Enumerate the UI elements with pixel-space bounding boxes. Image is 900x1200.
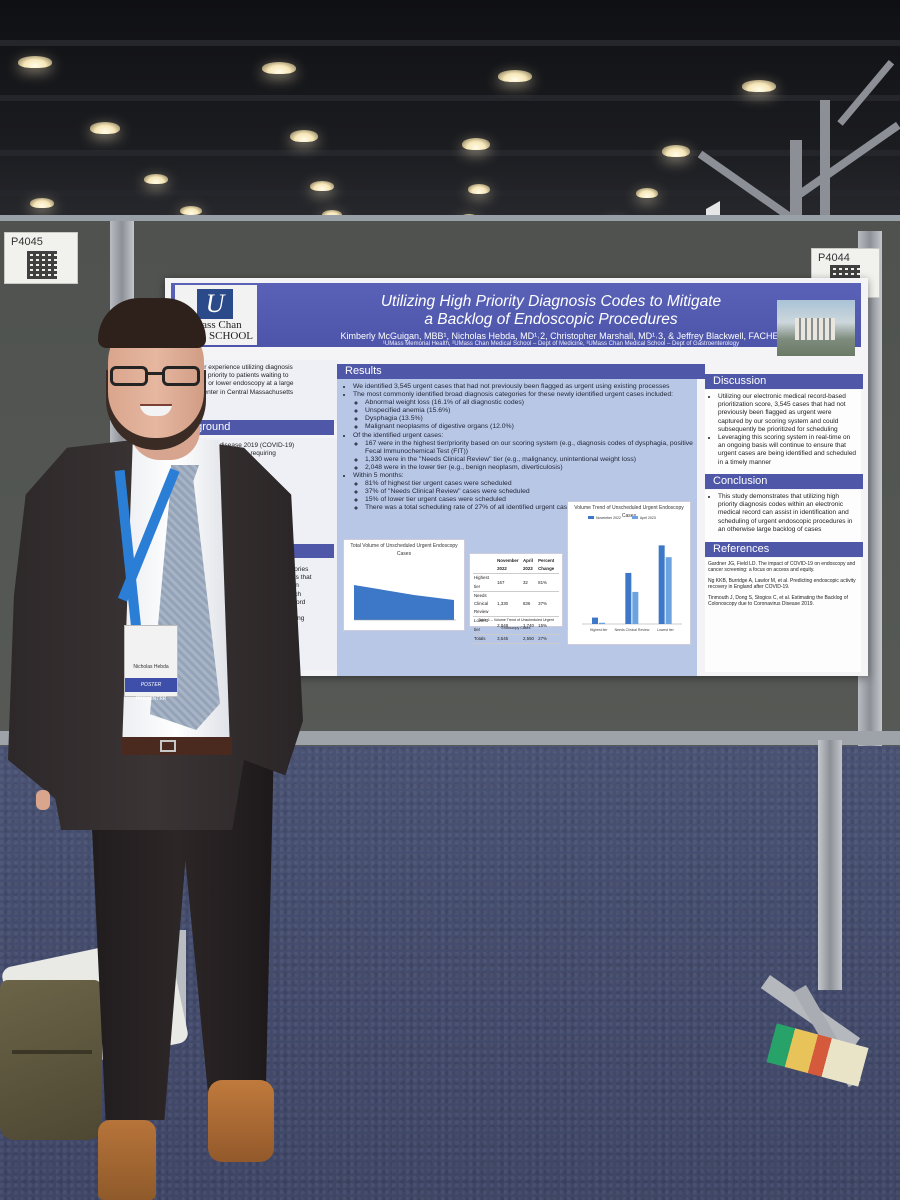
poster-text-line: ests that bbox=[287, 574, 312, 582]
table-cell: Highest tier bbox=[473, 573, 497, 592]
legend-swatch bbox=[588, 516, 594, 519]
table-cell: Lowest tier bbox=[473, 616, 497, 635]
ceiling-light-icon bbox=[742, 80, 776, 92]
ceiling-light-icon bbox=[498, 70, 532, 82]
legend-swatch bbox=[632, 516, 638, 519]
bar bbox=[599, 622, 605, 624]
x-tick-label: Lowest tier bbox=[657, 628, 675, 632]
table-row: Highest tier 167 32 81% bbox=[473, 573, 559, 592]
references-heading: References bbox=[705, 542, 863, 557]
table-cell: 1,740 bbox=[521, 616, 538, 635]
ceiling-light-icon bbox=[310, 181, 334, 191]
results-panel: We identified 3,545 urgent cases that ha… bbox=[337, 379, 697, 676]
poster-affiliations: ¹UMass Memorial Health, ²UMass Chan Medi… bbox=[382, 341, 740, 347]
bar-chart: Volume Trend of Unscheduled Urgent Endos… bbox=[567, 501, 691, 645]
legend-label: November 2022 bbox=[596, 516, 621, 520]
poster-title: Utilizing High Priority Diagnosis Codes … bbox=[380, 293, 722, 328]
person-hair bbox=[98, 298, 206, 348]
table-cell: 32 bbox=[521, 573, 538, 592]
bar bbox=[625, 572, 632, 624]
poster-text-line: port on our experience utilizing diagnos… bbox=[175, 364, 293, 371]
campus-photo bbox=[777, 300, 855, 356]
table-cell: 27% bbox=[537, 634, 559, 645]
ceiling-light-icon bbox=[662, 145, 690, 157]
poster-text-line: egories bbox=[287, 566, 309, 573]
bar bbox=[592, 617, 598, 624]
person-hand bbox=[36, 790, 50, 810]
ceiling-light-icon bbox=[468, 184, 490, 194]
conclusion-heading: Conclusion bbox=[705, 474, 863, 489]
table-cell: 3,545 bbox=[496, 634, 522, 645]
ceiling-light-icon bbox=[30, 198, 54, 208]
x-tick-label: Needs Clinical Review bbox=[615, 628, 650, 632]
table-cell: 81% bbox=[537, 573, 559, 592]
table-cell: November 2022 bbox=[496, 557, 522, 575]
table-cell: 167 bbox=[496, 573, 522, 592]
ceiling-light-icon bbox=[144, 174, 168, 184]
x-tick-label: Highest tier bbox=[590, 628, 609, 632]
ceiling-light-icon bbox=[290, 130, 318, 142]
table-cell: 2,048 bbox=[496, 616, 522, 635]
bar bbox=[632, 591, 639, 624]
board-stand bbox=[818, 740, 842, 990]
person-shoe bbox=[208, 1080, 274, 1162]
poster-text-line: ergo upper or lower endoscopy at a large bbox=[175, 380, 294, 388]
table-cell: April 2023 bbox=[521, 557, 538, 575]
poster-authors: Kimberly McGuigan, MBB¹, Nicholas Hebda,… bbox=[340, 331, 782, 341]
ceiling-light-icon bbox=[18, 56, 52, 68]
table-row: Totals 3,545 2,550 27% bbox=[473, 634, 559, 645]
person-belt bbox=[122, 737, 232, 755]
legend-label: April 2023 bbox=[640, 516, 656, 520]
table-cell: 2,550 bbox=[521, 634, 538, 645]
table-cell: 1,330 bbox=[496, 591, 522, 618]
tote-bag bbox=[0, 980, 102, 1140]
table-row: Needs Clinical Review 1,330 836 37% bbox=[473, 591, 559, 618]
person-mouth bbox=[140, 404, 172, 416]
bar bbox=[658, 545, 665, 624]
area-chart: Total Volume of Unscheduled Urgent Endos… bbox=[343, 539, 465, 631]
bar bbox=[665, 557, 672, 624]
poster-text-line: ary care center in Central Massachusetts bbox=[175, 388, 294, 396]
ceiling-light-icon bbox=[262, 62, 296, 74]
references-panel: Gardner JG, Field LD. The impact of COVI… bbox=[705, 558, 861, 672]
table-cell: Needs Clinical Review bbox=[473, 591, 497, 618]
ceiling-light-icon bbox=[180, 206, 202, 215]
discussion-heading: Discussion bbox=[705, 374, 863, 389]
table-cell: 15% bbox=[537, 616, 559, 635]
ceiling bbox=[0, 0, 900, 244]
ceiling-light-icon bbox=[636, 188, 658, 198]
table-row: November 2022 April 2023 Percent Change bbox=[473, 557, 559, 575]
poster-text-line: s to assign priority to patients waiting… bbox=[175, 372, 289, 380]
results-table: November 2022 April 2023 Percent Change Hig… bbox=[469, 553, 563, 645]
table-cell: Totals bbox=[473, 634, 497, 645]
qr-code-icon bbox=[27, 251, 57, 279]
results-heading: Results bbox=[337, 364, 705, 379]
ceiling-light-icon bbox=[462, 138, 490, 150]
discussion-panel: Utilizing our electronic medical record-… bbox=[705, 390, 861, 478]
ceiling-light-icon bbox=[322, 210, 342, 219]
glasses-icon bbox=[108, 364, 204, 390]
table-cell bbox=[473, 557, 497, 575]
person-shoe bbox=[98, 1120, 156, 1200]
table-cell: Percent Change bbox=[537, 557, 559, 575]
ceiling-light-icon bbox=[90, 122, 120, 134]
results-bullet: The most commonly identified broad diagn… bbox=[353, 391, 693, 399]
poster-header: Utilizing High Priority Diagnosis Codes … bbox=[171, 283, 861, 347]
badge-ribbon: POSTER PRESENTER bbox=[125, 678, 177, 702]
name-badge: Nicholas Hebda POSTER PRESENTER bbox=[124, 625, 178, 702]
poster-text-line: he coronavirus disease 2019 (COVID-19) bbox=[175, 442, 295, 449]
badge-name: Nicholas Hebda bbox=[133, 664, 169, 670]
conclusion-panel: This study demonstrates that utilizing h… bbox=[705, 490, 861, 546]
booth-number-tag: P4045 bbox=[4, 232, 78, 284]
table-row: Lowest tier 2,048 1,740 15% bbox=[473, 616, 559, 635]
table-cell: 836 bbox=[521, 591, 538, 618]
results-bullet: We identified 3,545 urgent cases that ha… bbox=[353, 383, 693, 391]
table-cell: 37% bbox=[537, 591, 559, 618]
